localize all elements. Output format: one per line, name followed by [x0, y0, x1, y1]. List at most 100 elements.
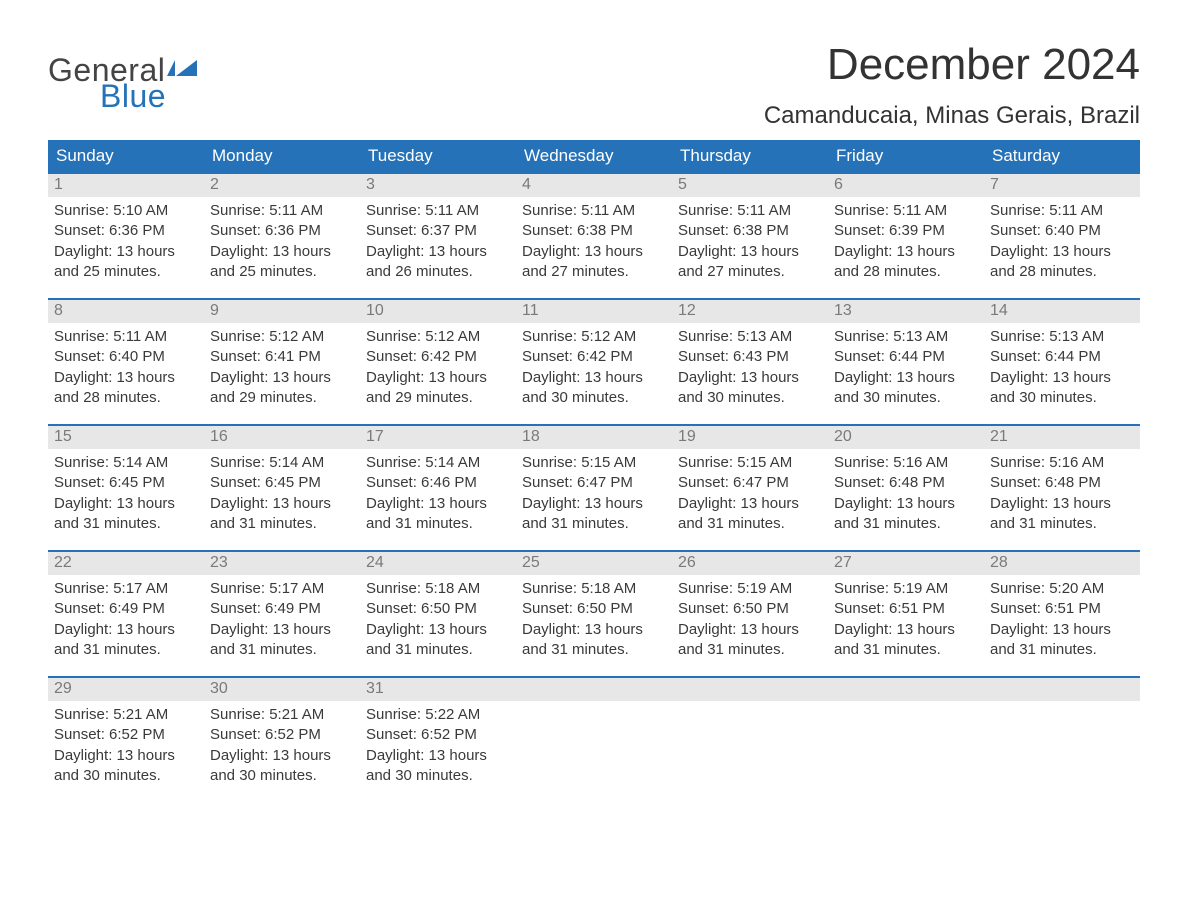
day-line-sr: Sunrise: 5:11 AM — [366, 201, 510, 221]
day-line-d2: and 31 minutes. — [54, 640, 198, 660]
day-line-sr: Sunrise: 5:14 AM — [54, 453, 198, 473]
day-line-ss: Sunset: 6:50 PM — [522, 599, 666, 619]
day-line-sr: Sunrise: 5:13 AM — [990, 327, 1134, 347]
day-line-sr: Sunrise: 5:22 AM — [366, 705, 510, 725]
day-details: Sunrise: 5:14 AMSunset: 6:46 PMDaylight:… — [360, 449, 516, 534]
day-details: Sunrise: 5:12 AMSunset: 6:42 PMDaylight:… — [516, 323, 672, 408]
day-details: Sunrise: 5:11 AMSunset: 6:38 PMDaylight:… — [672, 197, 828, 282]
day-details: Sunrise: 5:13 AMSunset: 6:44 PMDaylight:… — [828, 323, 984, 408]
day-header: Monday — [204, 140, 360, 172]
day-line-d1: Daylight: 13 hours — [834, 494, 978, 514]
day-line-sr: Sunrise: 5:20 AM — [990, 579, 1134, 599]
calendar-day: 18Sunrise: 5:15 AMSunset: 6:47 PMDayligh… — [516, 426, 672, 538]
location-subtitle: Camanducaia, Minas Gerais, Brazil — [764, 102, 1140, 130]
day-number: 18 — [516, 426, 672, 449]
day-line-d2: and 31 minutes. — [54, 514, 198, 534]
day-line-d2: and 30 minutes. — [522, 388, 666, 408]
day-details: Sunrise: 5:14 AMSunset: 6:45 PMDaylight:… — [204, 449, 360, 534]
day-line-d1: Daylight: 13 hours — [522, 620, 666, 640]
day-line-ss: Sunset: 6:43 PM — [678, 347, 822, 367]
calendar-day — [516, 678, 672, 790]
day-line-d1: Daylight: 13 hours — [54, 620, 198, 640]
day-number: 10 — [360, 300, 516, 323]
day-line-ss: Sunset: 6:42 PM — [522, 347, 666, 367]
calendar-day: 25 Sunrise: 5:18 AMSunset: 6:50 PMDayligh… — [516, 552, 672, 664]
calendar-day: 21Sunrise: 5:16 AMSunset: 6:48 PMDayligh… — [984, 426, 1140, 538]
day-line-ss: Sunset: 6:50 PM — [366, 599, 510, 619]
day-line-d1: Daylight: 13 hours — [210, 746, 354, 766]
day-number: 24 — [360, 552, 516, 575]
day-line-sr: Sunrise: 5:19 AM — [834, 579, 978, 599]
day-number: 9 — [204, 300, 360, 323]
day-line-d1: Daylight: 13 hours — [990, 494, 1134, 514]
day-header: Friday — [828, 140, 984, 172]
day-number: 16 — [204, 426, 360, 449]
day-number: 8 — [48, 300, 204, 323]
day-line-sr: Sunrise: 5:15 AM — [678, 453, 822, 473]
day-line-d1: Daylight: 13 hours — [990, 620, 1134, 640]
day-line-d1: Daylight: 13 hours — [210, 494, 354, 514]
day-header: Tuesday — [360, 140, 516, 172]
day-line-d1: Daylight: 13 hours — [54, 494, 198, 514]
day-details: Sunrise: 5:11 AMSunset: 6:39 PMDaylight:… — [828, 197, 984, 282]
day-line-d1: Daylight: 13 hours — [54, 368, 198, 388]
calendar-day: 27Sunrise: 5:19 AMSunset: 6:51 PMDayligh… — [828, 552, 984, 664]
day-line-ss: Sunset: 6:44 PM — [834, 347, 978, 367]
day-number: 27 — [828, 552, 984, 575]
day-line-sr: Sunrise: 5:11 AM — [54, 327, 198, 347]
calendar-day: 19Sunrise: 5:15 AMSunset: 6:47 PMDayligh… — [672, 426, 828, 538]
calendar-day: 23Sunrise: 5:17 AMSunset: 6:49 PMDayligh… — [204, 552, 360, 664]
header: General Blue December 2024 Camanducaia, … — [48, 40, 1140, 130]
day-line-d1: Daylight: 13 hours — [834, 620, 978, 640]
day-line-ss: Sunset: 6:44 PM — [990, 347, 1134, 367]
day-number — [984, 678, 1140, 701]
day-number — [672, 678, 828, 701]
day-line-sr: Sunrise: 5:12 AM — [210, 327, 354, 347]
day-line-d1: Daylight: 13 hours — [210, 620, 354, 640]
day-line-sr: Sunrise: 5:11 AM — [210, 201, 354, 221]
day-line-d2: and 31 minutes. — [366, 514, 510, 534]
day-line-ss: Sunset: 6:52 PM — [366, 725, 510, 745]
day-line-d2: and 26 minutes. — [366, 262, 510, 282]
day-line-ss: Sunset: 6:38 PM — [678, 221, 822, 241]
day-number: 22 — [48, 552, 204, 575]
day-number: 25 — [516, 552, 672, 575]
day-details: Sunrise: 5:19 AMSunset: 6:51 PMDaylight:… — [828, 575, 984, 660]
day-line-d1: Daylight: 13 hours — [522, 368, 666, 388]
day-line-ss: Sunset: 6:49 PM — [210, 599, 354, 619]
day-line-d1: Daylight: 13 hours — [366, 494, 510, 514]
day-line-d2: and 31 minutes. — [990, 640, 1134, 660]
day-number: 28 — [984, 552, 1140, 575]
calendar-day: 4Sunrise: 5:11 AMSunset: 6:38 PMDaylight… — [516, 174, 672, 286]
day-line-d2: and 30 minutes. — [990, 388, 1134, 408]
day-number: 29 — [48, 678, 204, 701]
day-line-sr: Sunrise: 5:21 AM — [210, 705, 354, 725]
day-details: Sunrise: 5:17 AMSunset: 6:49 PMDaylight:… — [48, 575, 204, 660]
day-line-sr: Sunrise: 5:18 AM — [522, 579, 666, 599]
day-line-d2: and 29 minutes. — [366, 388, 510, 408]
calendar-day: 7Sunrise: 5:11 AMSunset: 6:40 PMDaylight… — [984, 174, 1140, 286]
day-line-sr: Sunrise: 5:14 AM — [210, 453, 354, 473]
day-line-sr: Sunrise: 5:19 AM — [678, 579, 822, 599]
title-block: December 2024 Camanducaia, Minas Gerais,… — [764, 40, 1140, 130]
day-line-ss: Sunset: 6:45 PM — [54, 473, 198, 493]
calendar: SundayMondayTuesdayWednesdayThursdayFrid… — [48, 140, 1140, 790]
day-line-d1: Daylight: 13 hours — [522, 494, 666, 514]
day-header: Saturday — [984, 140, 1140, 172]
day-number: 21 — [984, 426, 1140, 449]
day-line-d2: and 25 minutes. — [210, 262, 354, 282]
day-line-sr: Sunrise: 5:17 AM — [210, 579, 354, 599]
day-details: Sunrise: 5:13 AMSunset: 6:43 PMDaylight:… — [672, 323, 828, 408]
day-details: Sunrise: 5:14 AMSunset: 6:45 PMDaylight:… — [48, 449, 204, 534]
day-details: Sunrise: 5:17 AMSunset: 6:49 PMDaylight:… — [204, 575, 360, 660]
day-line-sr: Sunrise: 5:14 AM — [366, 453, 510, 473]
calendar-day: 11Sunrise: 5:12 AMSunset: 6:42 PMDayligh… — [516, 300, 672, 412]
day-line-ss: Sunset: 6:40 PM — [54, 347, 198, 367]
day-number: 7 — [984, 174, 1140, 197]
day-details: Sunrise: 5:18 AMSunset: 6:50 PMDaylight:… — [360, 575, 516, 660]
day-line-d1: Daylight: 13 hours — [366, 620, 510, 640]
day-line-ss: Sunset: 6:36 PM — [54, 221, 198, 241]
day-line-d1: Daylight: 13 hours — [990, 368, 1134, 388]
day-number: 26 — [672, 552, 828, 575]
day-details: Sunrise: 5:15 AMSunset: 6:47 PMDaylight:… — [516, 449, 672, 534]
